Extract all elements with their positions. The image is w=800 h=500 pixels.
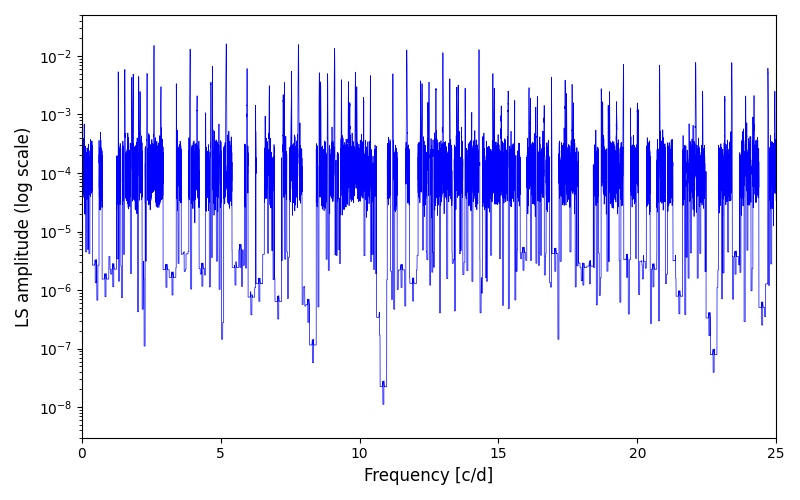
Y-axis label: LS amplitude (log scale): LS amplitude (log scale)	[15, 126, 33, 326]
X-axis label: Frequency [c/d]: Frequency [c/d]	[364, 467, 494, 485]
